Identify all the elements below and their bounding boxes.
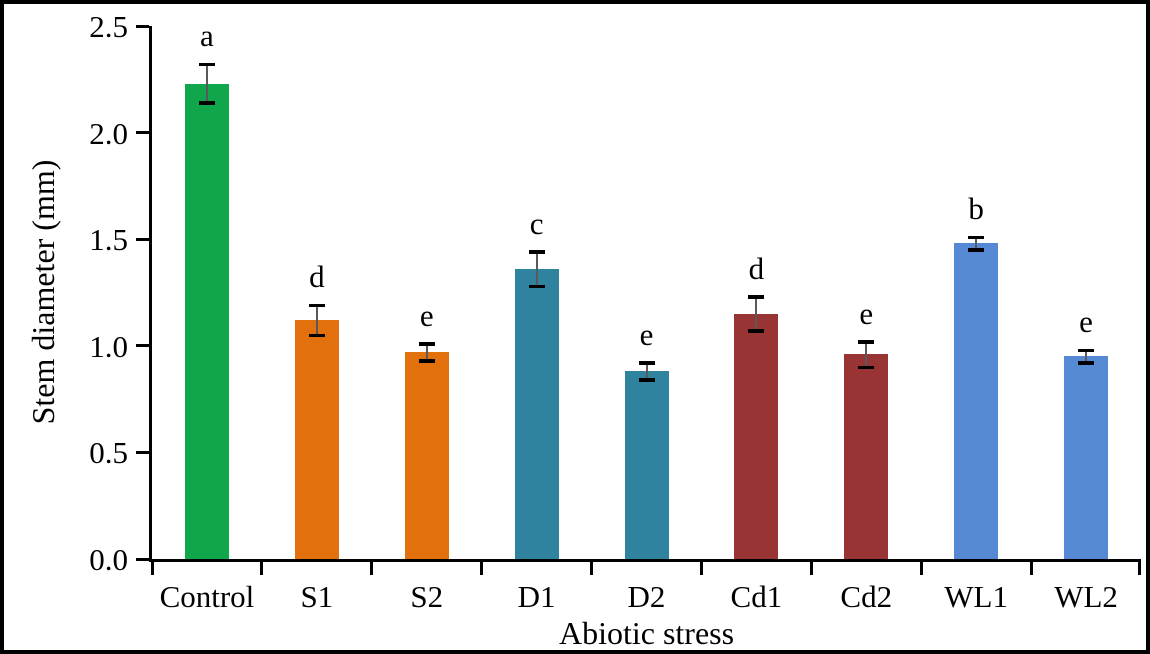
- y-tick-mark: [136, 237, 149, 241]
- error-bar-cap-top: [748, 295, 765, 299]
- x-tick-label: WL2: [1054, 579, 1118, 614]
- bar-wl1: [954, 243, 999, 559]
- y-tick-mark: [136, 557, 149, 561]
- x-axis-line: [149, 559, 1141, 562]
- x-tick-label: WL1: [944, 579, 1008, 614]
- error-bar-cap-top: [968, 235, 985, 240]
- x-tick-mark: [590, 562, 594, 575]
- error-bar-cap-top: [638, 361, 655, 365]
- bar-wl2: [1064, 356, 1109, 559]
- x-tick-label: D1: [517, 579, 556, 614]
- y-tick-label: 1.0: [89, 328, 128, 364]
- significance-letter: a: [200, 18, 214, 54]
- x-tick-label: Control: [159, 579, 255, 614]
- bar-cd1: [734, 313, 779, 559]
- error-bar-cap-bottom: [1078, 361, 1095, 365]
- error-bar-line: [975, 237, 978, 250]
- error-bar-cap-bottom: [418, 359, 435, 363]
- x-tick-mark: [699, 562, 703, 575]
- x-tick-label: S1: [300, 579, 334, 614]
- significance-letter: c: [529, 205, 544, 241]
- x-tick-mark: [150, 562, 154, 575]
- significance-letter: e: [859, 295, 874, 331]
- significance-letter: e: [419, 297, 434, 333]
- error-bar-cap-bottom: [748, 329, 765, 333]
- y-tick-mark: [136, 344, 149, 348]
- error-bar-cap-bottom: [198, 101, 215, 105]
- significance-letter: b: [968, 191, 984, 227]
- x-tick-mark: [919, 562, 923, 575]
- y-tick-label: 0.5: [89, 435, 128, 471]
- error-bar-cap-top: [1078, 348, 1095, 353]
- error-bar-line: [755, 296, 758, 331]
- x-tick-mark: [809, 562, 813, 575]
- y-tick-mark: [136, 450, 149, 454]
- y-tick-mark: [136, 131, 149, 135]
- error-bar-cap-top: [198, 62, 215, 67]
- bar-d2: [624, 371, 669, 559]
- x-tick-mark: [370, 562, 374, 575]
- y-tick-label: 2.5: [89, 9, 128, 44]
- x-tick-label: S2: [410, 579, 444, 614]
- x-tick-mark: [260, 562, 264, 575]
- error-bar-line: [425, 343, 428, 361]
- y-axis-line: [149, 26, 152, 562]
- bar-s1: [294, 320, 339, 559]
- error-bar-cap-top: [528, 250, 545, 254]
- y-tick-label: 0.0: [89, 542, 128, 577]
- bar-d1: [514, 269, 559, 559]
- x-tick-mark: [480, 562, 484, 575]
- significance-letter: e: [639, 316, 654, 352]
- error-bar-cap-top: [858, 340, 875, 344]
- error-bar-line: [315, 305, 318, 336]
- significance-letter: d: [309, 259, 325, 295]
- error-bar-line: [645, 362, 648, 380]
- error-bar-cap-bottom: [308, 333, 325, 338]
- error-bar-cap-bottom: [858, 365, 875, 370]
- y-tick-label: 2.0: [89, 115, 128, 151]
- bar-cd2: [844, 354, 889, 559]
- error-bar-cap-bottom: [968, 248, 985, 252]
- x-tick-label: Cd2: [840, 579, 893, 614]
- significance-letter: e: [1079, 304, 1093, 340]
- error-bar-line: [205, 64, 208, 103]
- error-bar-cap-top: [418, 342, 435, 346]
- error-bar-cap-top: [308, 303, 325, 308]
- x-tick-label: D2: [627, 579, 666, 614]
- bar-s2: [404, 352, 449, 559]
- x-axis-title: Abiotic stress: [558, 615, 735, 651]
- error-bar-line: [865, 341, 868, 368]
- y-axis-title: Stem diameter (mm): [25, 159, 61, 425]
- x-tick-mark: [1029, 562, 1033, 575]
- x-tick-label: Cd1: [730, 579, 783, 614]
- bar-control: [184, 83, 229, 559]
- y-tick-mark: [136, 24, 149, 28]
- significance-letter: d: [748, 250, 765, 286]
- error-bar-line: [1085, 350, 1088, 363]
- error-bar-line: [535, 251, 538, 287]
- x-tick-mark: [1138, 562, 1141, 575]
- error-bar-cap-bottom: [528, 284, 545, 289]
- error-bar-cap-bottom: [638, 378, 655, 382]
- y-tick-label: 1.5: [89, 222, 128, 258]
